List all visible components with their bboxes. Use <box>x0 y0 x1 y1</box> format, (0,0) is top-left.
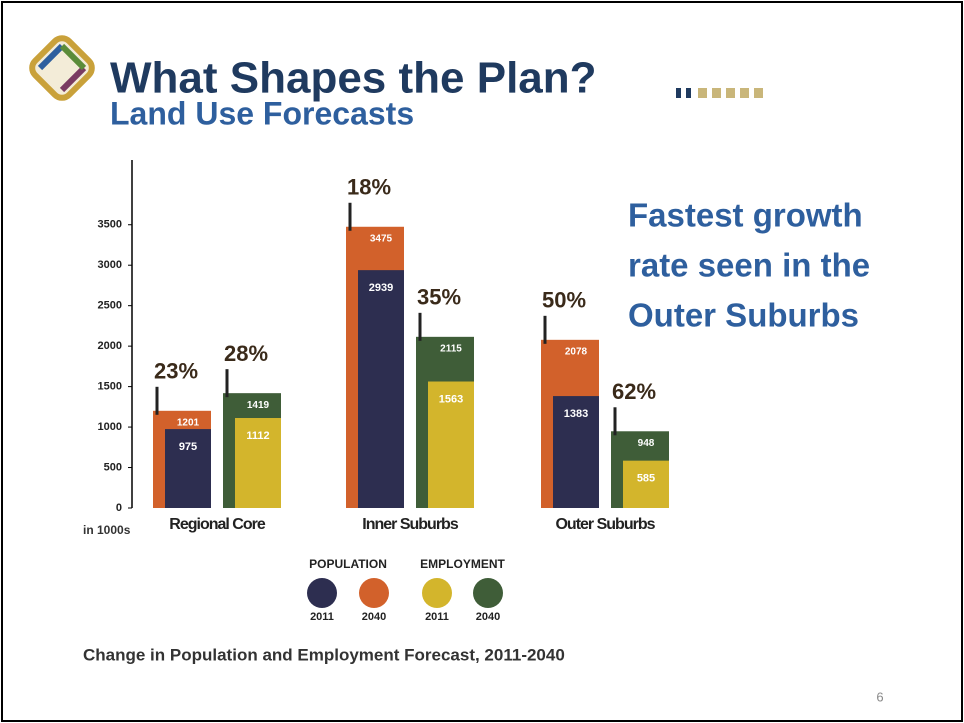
y-unit-label: in 1000s <box>83 523 131 537</box>
value-label: 1419 <box>247 400 270 411</box>
growth-label: 50% <box>542 288 586 313</box>
value-label: 2115 <box>440 343 462 354</box>
slide-title: What Shapes the Plan? <box>110 54 597 103</box>
y-tick-label: 1500 <box>98 381 122 393</box>
logo <box>29 35 95 101</box>
growth-label: 62% <box>612 379 656 404</box>
legend-swatch <box>307 578 337 608</box>
y-tick-label: 2500 <box>98 300 122 312</box>
growth-label: 18% <box>347 175 391 200</box>
x-tick-label: Regional Core <box>169 516 266 533</box>
y-tick-label: 500 <box>104 461 122 473</box>
value-label: 585 <box>637 473 655 485</box>
value-label: 948 <box>638 438 655 449</box>
growth-label: 23% <box>154 359 198 384</box>
y-tick-label: 1000 <box>98 421 122 433</box>
value-label: 3475 <box>370 233 393 244</box>
legend-label: 2040 <box>362 611 386 623</box>
bar <box>428 381 474 508</box>
y-tick-label: 3500 <box>98 219 122 231</box>
slide-subtitle: Land Use Forecasts <box>110 95 414 131</box>
caption: Change in Population and Employment Fore… <box>83 645 565 664</box>
page-number: 6 <box>876 689 883 704</box>
legend-label: 2040 <box>476 611 500 623</box>
y-tick-label: 2000 <box>98 340 122 352</box>
growth-label: 28% <box>224 341 268 366</box>
value-label: 2078 <box>565 346 588 357</box>
growth-label: 35% <box>417 285 461 310</box>
legend-group: Population <box>309 557 387 571</box>
legend-group: Employment <box>420 557 505 571</box>
x-tick-label: Inner Suburbs <box>362 516 459 533</box>
bar <box>165 429 211 508</box>
value-label: 1563 <box>439 393 463 405</box>
legend-label: 2011 <box>310 611 334 623</box>
value-label: 975 <box>179 441 197 453</box>
bar <box>623 460 669 508</box>
bar <box>235 418 281 508</box>
legend-label: 2011 <box>425 611 449 623</box>
value-label: 1201 <box>177 417 200 428</box>
value-label: 1112 <box>246 430 269 442</box>
value-label: 2939 <box>369 282 393 294</box>
legend-swatch <box>359 578 389 608</box>
annotation: rate seen in the <box>628 247 870 284</box>
annotation: Fastest growth <box>628 197 863 234</box>
y-tick-label: 3000 <box>98 259 122 271</box>
legend-swatch <box>473 578 503 608</box>
bar <box>553 396 599 508</box>
legend-swatch <box>422 578 452 608</box>
value-label: 1383 <box>564 408 588 420</box>
title-dots <box>676 88 763 98</box>
x-tick-label: Outer Suburbs <box>555 516 655 533</box>
y-tick-label: 0 <box>116 502 122 514</box>
bar <box>358 270 404 508</box>
annotation: Outer Suburbs <box>628 297 859 334</box>
